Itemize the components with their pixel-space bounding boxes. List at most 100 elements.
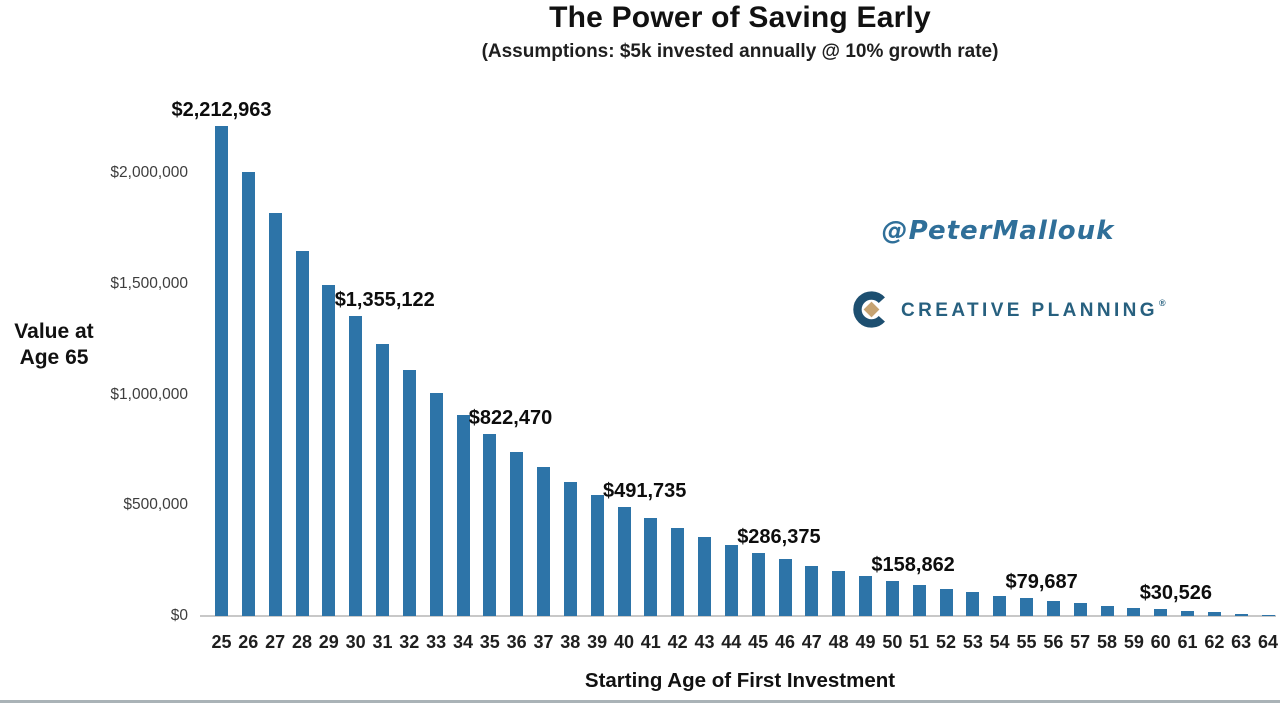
bar-age-40 — [617, 507, 631, 616]
bar-age-47 — [805, 565, 819, 616]
creative-planning-c-icon — [853, 291, 885, 328]
data-label-age-25: $2,212,963 — [171, 99, 272, 121]
data-label-age-30: $1,355,122 — [334, 289, 435, 311]
bar-age-50 — [885, 580, 899, 616]
x-tick-41: 41 — [640, 632, 661, 652]
chart-title: The Power of Saving Early — [549, 1, 931, 34]
x-tick-51: 51 — [909, 632, 930, 652]
x-axis-title: Starting Age of First Investment — [584, 669, 896, 692]
bar-age-28 — [295, 250, 309, 616]
y-tick-500000: $500,000 — [123, 496, 188, 514]
bar-age-30 — [349, 316, 363, 616]
x-tick-31: 31 — [372, 632, 393, 652]
bar-age-32 — [402, 370, 416, 616]
bar-age-51 — [912, 585, 926, 616]
x-tick-32: 32 — [399, 632, 420, 652]
bar-age-56 — [1046, 601, 1060, 616]
x-tick-26: 26 — [238, 632, 259, 652]
data-label-age-60: $30,526 — [1139, 582, 1212, 605]
bar-age-38 — [563, 481, 577, 616]
x-tick-53: 53 — [962, 632, 983, 652]
x-tick-63: 63 — [1231, 632, 1252, 652]
x-tick-40: 40 — [613, 632, 635, 652]
bar-age-25 — [215, 126, 228, 616]
x-tick-27: 27 — [265, 632, 286, 652]
bar-age-35 — [483, 433, 497, 616]
x-tick-64: 64 — [1257, 632, 1279, 652]
bar-age-34 — [456, 414, 470, 616]
bottom-divider — [0, 700, 1280, 703]
y-tick-2000000: $2,000,000 — [110, 164, 188, 182]
x-tick-46: 46 — [774, 632, 796, 652]
bar-age-49 — [859, 576, 872, 616]
bar-age-37 — [537, 467, 550, 616]
creative-planning-logo-text: CREATIVE PLANNING® — [901, 298, 1169, 322]
x-tick-55: 55 — [1016, 632, 1037, 652]
x-tick-44: 44 — [721, 632, 742, 652]
x-tick-36: 36 — [506, 632, 527, 652]
x-tick-45: 45 — [748, 632, 769, 652]
x-tick-34: 34 — [452, 632, 474, 652]
x-tick-29: 29 — [318, 632, 339, 652]
bar-age-48 — [832, 571, 846, 616]
x-tick-35: 35 — [479, 632, 500, 652]
chart-subtitle: (Assumptions: $5k invested annually @ 10… — [481, 41, 999, 62]
x-tick-47: 47 — [801, 632, 822, 652]
x-tick-33: 33 — [426, 632, 447, 652]
x-tick-50: 50 — [882, 632, 903, 652]
x-tick-62: 62 — [1204, 632, 1225, 652]
x-tick-60: 60 — [1150, 632, 1171, 652]
data-label-age-35: $822,470 — [468, 406, 553, 429]
data-label-age-45: $286,375 — [737, 525, 821, 548]
bar-age-43 — [698, 537, 711, 616]
data-label-age-55: $79,687 — [1005, 571, 1078, 594]
x-tick-56: 56 — [1043, 632, 1064, 652]
bar-age-54 — [993, 595, 1007, 616]
bar-age-53 — [966, 592, 980, 616]
bar-age-42 — [671, 527, 685, 616]
bar-age-27 — [268, 213, 282, 616]
y-tick-0: $0 — [170, 607, 188, 624]
x-tick-48: 48 — [828, 632, 849, 652]
bar-age-39 — [590, 495, 604, 616]
bar-age-46 — [778, 559, 792, 616]
x-axis-line — [200, 615, 1276, 617]
x-tick-43: 43 — [694, 632, 715, 652]
data-label-age-40: $491,735 — [603, 480, 687, 503]
x-tick-28: 28 — [291, 632, 313, 652]
x-tick-59: 59 — [1123, 632, 1144, 652]
bar-age-29 — [322, 284, 336, 616]
x-tick-54: 54 — [989, 632, 1010, 652]
x-tick-57: 57 — [1070, 632, 1091, 652]
x-tick-30: 30 — [345, 632, 366, 652]
bar-age-44 — [724, 545, 738, 616]
y-axis-title-line2: Age 65 — [19, 346, 89, 369]
x-tick-42: 42 — [667, 632, 688, 652]
x-tick-37: 37 — [533, 632, 554, 652]
x-tick-38: 38 — [560, 632, 581, 652]
registered-trademark-icon: ® — [1158, 297, 1170, 308]
data-label-age-50: $158,862 — [871, 553, 955, 576]
x-tick-61: 61 — [1177, 632, 1198, 652]
logo-wordmark: CREATIVE PLANNING — [901, 299, 1158, 321]
bar-age-33 — [429, 393, 443, 616]
bar-age-31 — [376, 344, 389, 616]
bar-age-36 — [510, 451, 524, 616]
x-tick-49: 49 — [855, 632, 876, 652]
x-tick-25: 25 — [211, 632, 232, 652]
creative-planning-logo: CREATIVE PLANNING® — [851, 289, 1169, 330]
bar-age-41 — [644, 518, 658, 616]
bar-age-52 — [939, 588, 953, 616]
bar-age-26 — [241, 171, 255, 616]
x-tick-58: 58 — [1096, 632, 1118, 652]
twitter-handle: @PeterMallouk — [881, 216, 1115, 246]
y-tick-1000000: $1,000,000 — [110, 385, 188, 403]
x-tick-52: 52 — [935, 632, 957, 652]
x-tick-39: 39 — [587, 632, 608, 652]
y-tick-1500000: $1,500,000 — [110, 274, 188, 292]
bar-age-45 — [751, 552, 765, 616]
